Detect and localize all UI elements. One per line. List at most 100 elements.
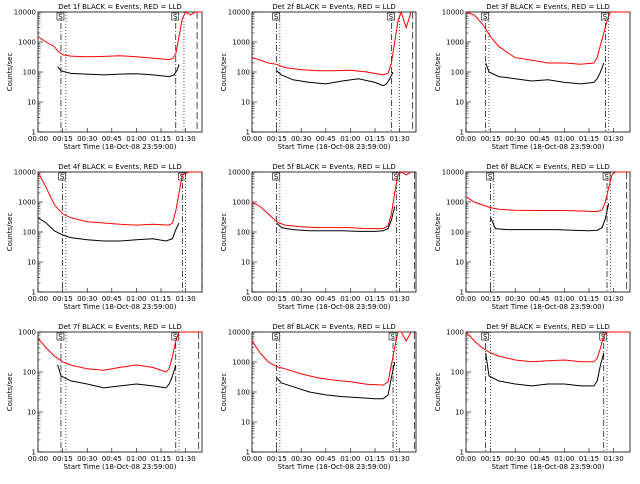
y-tick-label: 1000: [446, 329, 464, 337]
y-axis-label: Counts/sec: [6, 213, 14, 252]
x-tick-label: 00:45: [316, 135, 336, 143]
panel-title: Det 9f BLACK = Events, RED = LLD: [486, 323, 609, 331]
marker-box: [481, 332, 489, 341]
panel-det-8: Det 8f BLACK = Events, RED = LLD 1 10 100 10…: [220, 323, 417, 471]
panel-title: Det 3f BLACK = Events, RED = LLD: [486, 3, 609, 11]
y-tick-label: 10: [241, 419, 250, 427]
x-tick-label: 00:30: [505, 455, 525, 463]
panel-det-6: Det 6f BLACK = Events, RED = LLD 1 10 100 10…: [434, 163, 631, 311]
x-tick-label: 01:30: [390, 135, 410, 143]
marker-box: [171, 12, 180, 21]
y-tick-label: 10000: [228, 329, 250, 337]
x-tick-label: 00:30: [77, 455, 97, 463]
marker-label: S: [173, 333, 178, 341]
x-tick-label: 00:45: [102, 295, 122, 303]
y-tick-label: 1: [246, 129, 250, 137]
marker-label: S: [58, 13, 63, 21]
x-tick-label: 00:00: [28, 455, 48, 463]
y-tick-label: 1: [246, 289, 250, 297]
x-tick-label: 00:30: [505, 135, 525, 143]
y-tick-label: 1000: [18, 329, 36, 337]
marker-label: S: [603, 13, 608, 21]
series-lld-line: [465, 331, 630, 363]
x-tick-label: 01:00: [554, 455, 574, 463]
series-lld-line: [37, 171, 202, 226]
panel-det-9: Det 9f BLACK = Events, RED = LLD 1 10 100 10…: [434, 323, 631, 471]
panel-title: Det 5f BLACK = Events, RED = LLD: [272, 163, 395, 171]
y-tick-label: 10: [455, 99, 464, 107]
marker-box: [272, 172, 280, 181]
series-events-line: [57, 64, 180, 78]
y-tick-label: 1000: [18, 199, 36, 207]
plot-frame: [465, 331, 631, 453]
x-tick-label: 00:00: [456, 295, 476, 303]
marker-label: S: [274, 333, 279, 341]
x-tick-label: 00:00: [28, 295, 48, 303]
panel-det-5: Det 5f BLACK = Events, RED = LLD 1 10 100 10…: [220, 163, 417, 311]
plot-frame: [37, 331, 203, 453]
x-tick-label: 00:00: [242, 135, 262, 143]
x-tick-label: 00:30: [291, 295, 311, 303]
x-tick-label: 01:30: [390, 455, 410, 463]
panel-det-3: Det 3f BLACK = Events, RED = LLD 1 10 100 10…: [434, 3, 631, 151]
marker-label: S: [274, 173, 279, 181]
marker-label: S: [488, 173, 493, 181]
series-lld-line: [37, 11, 202, 61]
marker-label: S: [389, 13, 394, 21]
y-tick-label: 10000: [14, 9, 36, 17]
x-tick-label: 00:00: [28, 135, 48, 143]
x-tick-label: 01:00: [340, 455, 360, 463]
x-tick-label: 01:15: [365, 295, 385, 303]
x-tick-label: 00:00: [456, 135, 476, 143]
marker-box: [58, 172, 66, 181]
panel-det-2: Det 2f BLACK = Events, RED = LLD 1 10 100 10…: [220, 3, 417, 151]
y-tick-label: 100: [23, 229, 36, 237]
series-events-line: [37, 217, 180, 242]
x-tick-label: 00:15: [53, 295, 73, 303]
y-tick-label: 1000: [232, 359, 250, 367]
marker-box: [392, 172, 400, 181]
y-tick-label: 100: [237, 389, 250, 397]
series-events-line: [490, 203, 610, 232]
y-tick-label: 10: [27, 99, 36, 107]
x-tick-label: 00:15: [53, 135, 73, 143]
y-tick-label: 10: [27, 409, 36, 417]
y-axis-label: Counts/sec: [434, 53, 442, 92]
x-tick-label: 00:15: [481, 295, 501, 303]
x-tick-label: 00:00: [456, 455, 476, 463]
x-tick-label: 01:15: [365, 135, 385, 143]
x-tick-label: 01:30: [604, 135, 624, 143]
x-tick-label: 01:15: [151, 455, 171, 463]
x-tick-label: 01:30: [604, 295, 624, 303]
y-tick-label: 100: [237, 229, 250, 237]
y-axis-label: Counts/sec: [434, 373, 442, 412]
y-tick-label: 1000: [232, 39, 250, 47]
marker-box: [56, 12, 65, 21]
y-tick-label: 1: [32, 289, 36, 297]
series-lld-line: [465, 171, 630, 213]
x-tick-label: 00:30: [77, 135, 97, 143]
series-events-line: [276, 206, 396, 232]
x-tick-label: 00:45: [530, 135, 550, 143]
x-axis-label: Start Time (18-Oct-08 23:59:00): [278, 463, 391, 471]
y-tick-label: 10000: [442, 169, 464, 177]
series-lld-line: [251, 171, 412, 230]
marker-box: [486, 172, 494, 181]
x-tick-label: 00:15: [481, 455, 501, 463]
y-tick-label: 1000: [18, 39, 36, 47]
x-tick-label: 00:45: [102, 455, 122, 463]
x-tick-label: 01:15: [579, 455, 599, 463]
x-tick-label: 01:00: [126, 295, 146, 303]
x-axis-label: Start Time (18-Oct-08 23:59:00): [64, 303, 177, 311]
x-tick-label: 00:00: [242, 455, 262, 463]
x-tick-label: 01:00: [554, 135, 574, 143]
y-tick-label: 10: [455, 259, 464, 267]
panel-title: Det 4f BLACK = Events, RED = LLD: [58, 163, 181, 171]
x-tick-label: 00:00: [242, 295, 262, 303]
x-tick-label: 00:15: [267, 295, 287, 303]
x-tick-label: 00:45: [102, 135, 122, 143]
series-lld-line: [465, 11, 630, 65]
y-tick-label: 100: [237, 69, 250, 77]
series-events-line: [276, 361, 396, 400]
y-tick-label: 1000: [446, 199, 464, 207]
